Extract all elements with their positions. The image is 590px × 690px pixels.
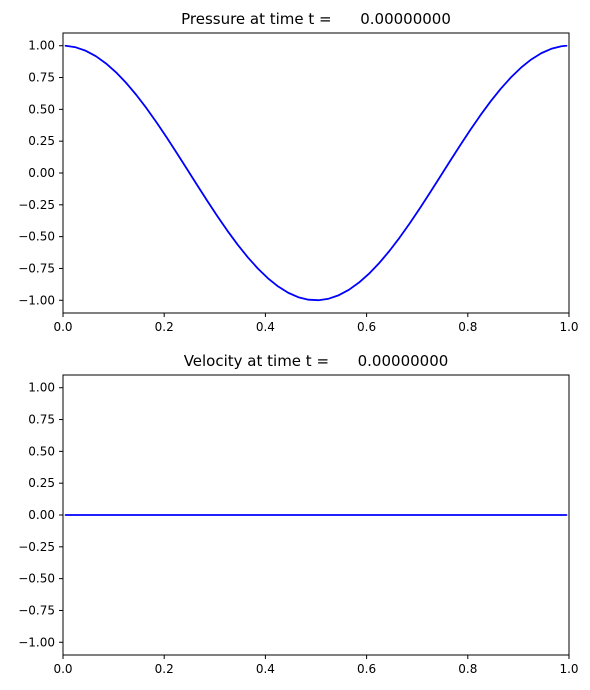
pressure-x-tick-label: 0.6 [357, 320, 376, 334]
velocity-y-tick-label: 0.75 [28, 413, 55, 427]
pressure-plot: Pressure at time t = 0.00000000 0.0 0.2 0.… [18, 10, 578, 334]
velocity-y-tick-label: 0.50 [28, 444, 55, 458]
velocity-x-tick-label: 1.0 [559, 662, 578, 676]
velocity-x-tick-label: 0.0 [53, 662, 72, 676]
pressure-series-line [64, 44, 568, 302]
pressure-y-tick-label: −0.50 [18, 230, 55, 244]
pressure-y-tick-label: −0.25 [18, 198, 55, 212]
pressure-x-tick-label: 0.0 [53, 320, 72, 334]
pressure-x-tick-label: 0.4 [256, 320, 275, 334]
velocity-x-tick-label: 0.8 [458, 662, 477, 676]
velocity-y-tick-label: −0.75 [18, 603, 55, 617]
pressure-y-tick-label: −1.00 [18, 293, 55, 307]
velocity-plot: Velocity at time t = 0.00000000 0.0 0.2 0.… [18, 352, 578, 676]
velocity-plot-title: Velocity at time t = 0.00000000 [184, 352, 449, 370]
pressure-y-tick-label: 1.00 [28, 39, 55, 53]
velocity-y-tick-label: −0.50 [18, 572, 55, 586]
velocity-x-tick-label: 0.4 [256, 662, 275, 676]
velocity-x-tick-label: 0.2 [155, 662, 174, 676]
velocity-y-tick-label: −0.25 [18, 540, 55, 554]
velocity-y-tick-label: −1.00 [18, 635, 55, 649]
pressure-y-tick-label: −0.75 [18, 261, 55, 275]
pressure-y-tick-label: 0.00 [28, 166, 55, 180]
pressure-x-tick-label: 0.8 [458, 320, 477, 334]
velocity-y-tick-label: 0.25 [28, 476, 55, 490]
pressure-x-tick-label: 1.0 [559, 320, 578, 334]
pressure-y-tick-label: 0.25 [28, 134, 55, 148]
velocity-x-tick-label: 0.6 [357, 662, 376, 676]
pressure-axes-frame [62, 32, 570, 314]
pressure-x-tick-label: 0.2 [155, 320, 174, 334]
velocity-y-tick-label: 0.00 [28, 508, 55, 522]
velocity-y-tick-label: 1.00 [28, 381, 55, 395]
pressure-y-tick-label: 0.75 [28, 71, 55, 85]
pressure-y-tick-label: 0.50 [28, 102, 55, 116]
pressure-plot-title: Pressure at time t = 0.00000000 [181, 10, 451, 28]
